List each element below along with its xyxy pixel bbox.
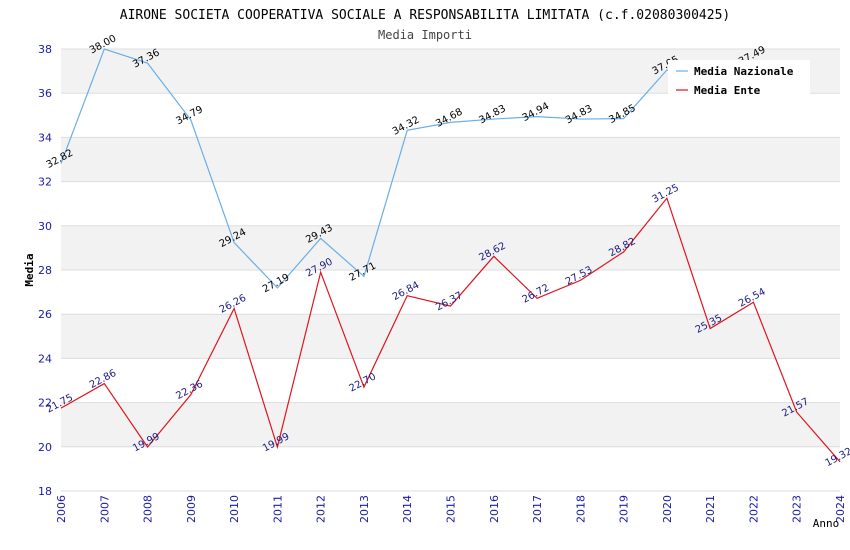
y-tick-label: 32 [38, 176, 52, 189]
y-axis-ticks: 18 20 22 24 26 28 30 32 34 36 38 [38, 43, 52, 498]
y-tick-label: 34 [38, 131, 52, 144]
x-tick-label: 2023 [791, 495, 804, 523]
grid-band [61, 270, 840, 315]
x-axis-ticks: 2006 2007 2008 2009 2010 2011 2012 2013 2014 2015… [55, 495, 847, 523]
x-tick-label: 2009 [185, 495, 198, 523]
grid-band [61, 314, 840, 359]
y-axis-label: Media [23, 253, 36, 286]
x-tick-label: 2016 [488, 495, 501, 523]
x-tick-label: 2006 [55, 495, 68, 523]
legend-label-nazionale: Media Nazionale [694, 65, 794, 78]
x-tick-label: 2019 [618, 495, 631, 523]
y-tick-label: 38 [38, 43, 52, 56]
y-tick-label: 18 [38, 485, 52, 498]
x-tick-label: 2021 [704, 495, 717, 523]
y-tick-label: 24 [38, 352, 52, 365]
y-tick-label: 26 [38, 308, 52, 321]
x-tick-label: 2015 [445, 495, 458, 523]
grid-band [61, 137, 840, 182]
grid-band [61, 181, 840, 226]
y-tick-label: 30 [38, 220, 52, 233]
y-tick-label: 22 [38, 397, 52, 410]
x-tick-label: 2007 [98, 495, 111, 523]
x-tick-label: 2010 [228, 495, 241, 523]
grid-band [61, 93, 840, 138]
grid-band [61, 225, 840, 270]
x-tick-label: 2008 [142, 495, 155, 523]
legend-label-ente: Media Ente [694, 84, 761, 97]
y-tick-label: 20 [38, 441, 52, 454]
chart-title: AIRONE SOCIETA COOPERATIVA SOCIALE A RES… [120, 8, 730, 23]
x-tick-label: 2012 [315, 495, 328, 523]
grid-band [61, 446, 840, 491]
series-line-nazionale [60, 48, 754, 289]
x-tick-label: 2020 [661, 495, 674, 523]
series-lines [60, 48, 841, 463]
legend-box [668, 60, 810, 100]
y-tick-label: 28 [38, 264, 52, 277]
x-tick-label: 2017 [531, 495, 544, 523]
x-tick-label: 2022 [747, 495, 760, 523]
series-line-ente [60, 196, 841, 463]
y-tick-label: 36 [38, 87, 52, 100]
chart-subtitle: Media Importi [378, 28, 472, 42]
x-tick-label: 2011 [271, 495, 284, 523]
legend: Media Nazionale Media Ente [668, 60, 810, 100]
x-tick-label: 2013 [358, 495, 371, 523]
x-tick-label: 2014 [401, 495, 414, 523]
grid-band [61, 402, 840, 447]
x-axis-label: Anno [813, 517, 840, 530]
x-tick-label: 2018 [574, 495, 587, 523]
x-tick-label: 2024 [834, 495, 847, 523]
grid-bands [61, 48, 840, 492]
